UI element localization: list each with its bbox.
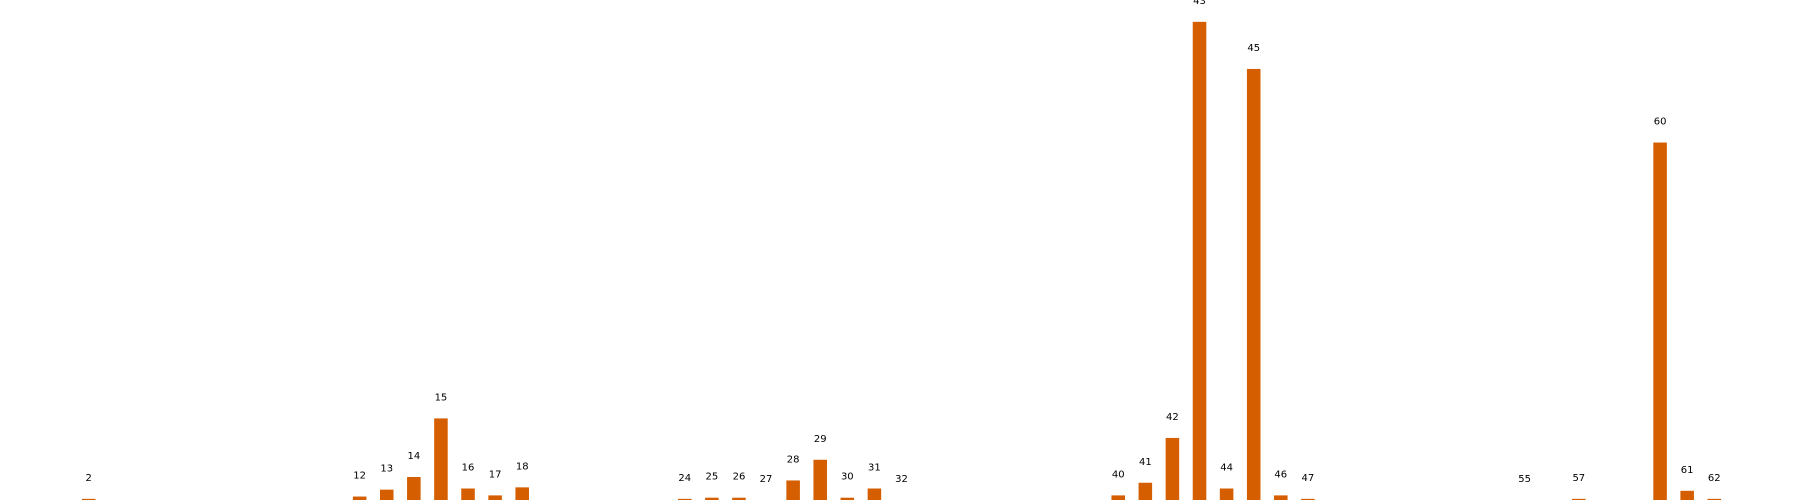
bar [1246, 68, 1261, 500]
bar-label: 18 [516, 461, 529, 472]
bar [1572, 498, 1586, 500]
bar-label: 13 [380, 464, 393, 475]
bar-label: 42 [1166, 412, 1179, 423]
bar-label: 15 [435, 392, 448, 403]
bar-label: 28 [787, 454, 800, 465]
bar [840, 497, 855, 500]
bar-label: 57 [1572, 473, 1585, 484]
bar [867, 488, 882, 500]
bar-label: 60 [1654, 117, 1667, 128]
bar [1165, 437, 1180, 500]
bar-label: 44 [1220, 463, 1233, 474]
bar-label: 40 [1112, 469, 1125, 480]
bar [705, 497, 719, 500]
bar [379, 489, 394, 500]
bar-label: 32 [895, 474, 908, 485]
bar [515, 487, 529, 500]
bar [1707, 498, 1722, 500]
bar-label: 24 [678, 473, 691, 484]
bar [1301, 498, 1315, 500]
bar [813, 459, 827, 500]
bar [1192, 21, 1207, 500]
bar [461, 488, 475, 500]
bar [732, 497, 746, 500]
bar-label: 12 [353, 471, 366, 482]
bar [1680, 490, 1694, 500]
bar-label: 25 [705, 472, 718, 483]
bar [677, 498, 692, 500]
bar-label: 14 [407, 451, 420, 462]
bar-label: 29 [814, 434, 827, 445]
bar-label: 41 [1139, 457, 1152, 468]
bar [1653, 142, 1667, 500]
bar [1111, 495, 1126, 500]
bar-label: 61 [1681, 465, 1694, 476]
bar-label: 62 [1708, 473, 1721, 484]
bar-label: 31 [868, 463, 881, 474]
bar-label: 46 [1274, 469, 1287, 480]
bar-label: 26 [733, 472, 746, 483]
bar [1138, 482, 1153, 500]
bar-label: 45 [1247, 43, 1260, 54]
bar-label: 27 [760, 474, 773, 485]
bar-label: 30 [841, 472, 854, 483]
bar [407, 477, 421, 500]
bar [1274, 495, 1288, 500]
bar-label: 55 [1518, 474, 1531, 485]
bar-label: 16 [462, 463, 475, 474]
bar [434, 418, 448, 500]
bar-label: 2 [86, 473, 92, 484]
bar [81, 498, 96, 500]
bar [1219, 488, 1234, 500]
bar [488, 495, 502, 500]
bar-label: 43 [1193, 0, 1206, 7]
bar [352, 496, 367, 500]
bar [786, 480, 800, 500]
bar-label: 17 [489, 469, 502, 480]
bar-label: 47 [1302, 473, 1315, 484]
